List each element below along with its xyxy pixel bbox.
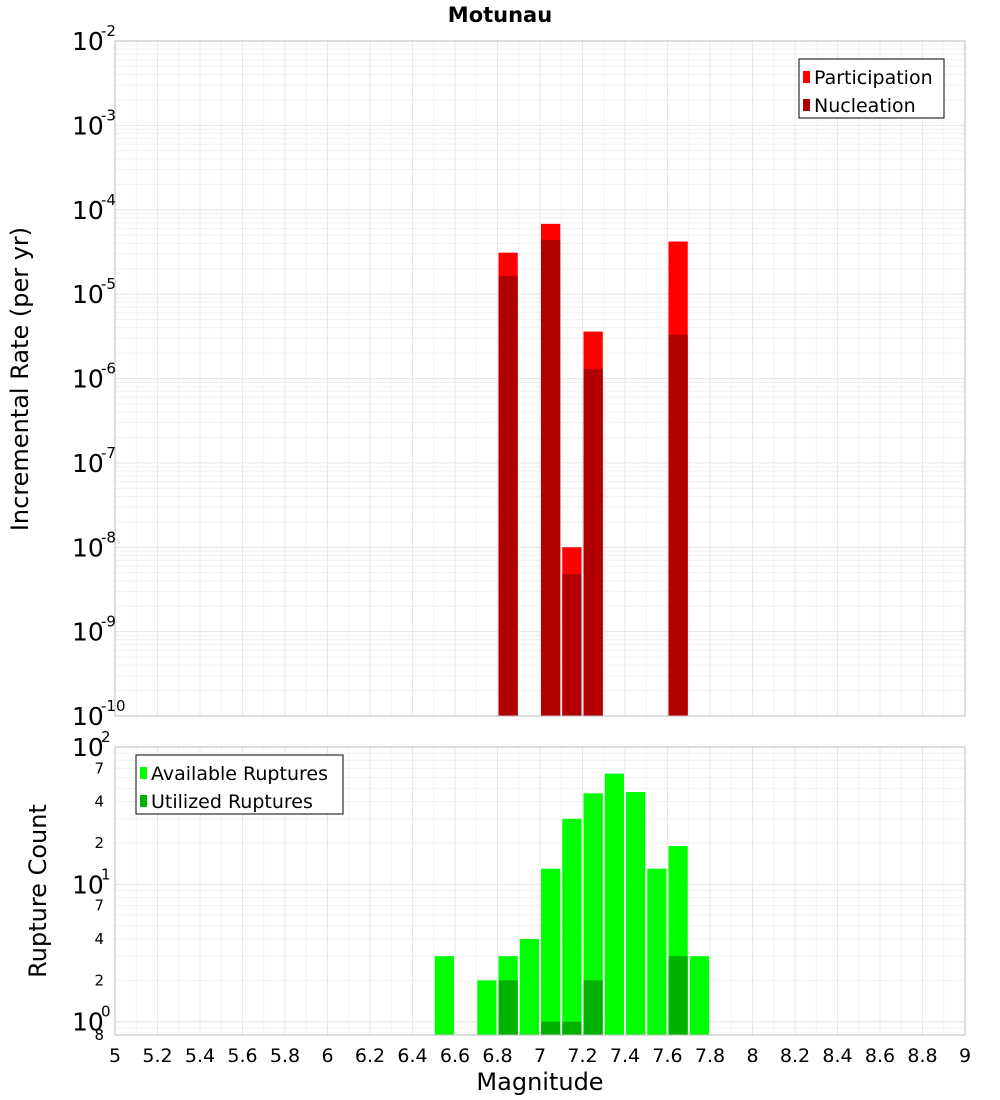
legend-swatch	[140, 767, 147, 779]
bar	[647, 868, 667, 1035]
series-1	[498, 239, 688, 716]
x-tick-label: 7.2	[567, 1045, 597, 1067]
bar	[604, 773, 624, 1035]
x-tick-label: 6.2	[355, 1045, 385, 1067]
bar	[583, 980, 603, 1035]
x-tick-label: 5.8	[270, 1045, 300, 1067]
x-tick-label: 8.8	[907, 1045, 937, 1067]
x-tick-label: 5.6	[227, 1045, 257, 1067]
bar	[498, 980, 518, 1035]
top-y-axis-title: Incremental Rate (per yr)	[6, 227, 34, 531]
x-tick-label: 7.6	[652, 1045, 682, 1067]
bar	[541, 239, 561, 716]
bar	[689, 956, 709, 1035]
y-tick-label: 10	[72, 111, 104, 140]
y-minor-tick-label: 2	[94, 834, 104, 852]
series-2	[541, 1021, 561, 1035]
plot-frame	[114, 746, 966, 1036]
y-tick-exponent: -5	[101, 275, 116, 293]
legend: Available Ruptures Utilized Ruptures	[135, 754, 344, 815]
legend-swatch	[803, 71, 810, 83]
y-tick-exponent: -2	[101, 22, 116, 40]
y-minor-tick-label: 7	[94, 759, 104, 777]
x-tick-label: 5.2	[142, 1045, 172, 1067]
legend-label: Nucleation	[814, 95, 916, 117]
y-minor-tick-label: 2	[94, 971, 104, 989]
bar	[519, 939, 539, 1035]
bottom-y-axis-title: Rupture Count	[24, 804, 52, 978]
x-tick-label: 8.6	[865, 1045, 895, 1067]
x-axis-title: Magnitude	[476, 1068, 603, 1096]
y-minor-tick-label: 7	[94, 897, 104, 915]
y-tick-label: 10	[72, 870, 104, 899]
bar	[541, 1021, 561, 1035]
bar	[562, 818, 582, 1035]
x-tick-label: 9	[959, 1045, 971, 1067]
y-minor-tick-label: 4	[94, 930, 104, 948]
y-tick-label: 10	[72, 196, 104, 225]
x-tick-label: 6.8	[482, 1045, 512, 1067]
legend-box	[798, 58, 945, 119]
legend-label: Available Ruptures	[151, 763, 328, 785]
y-tick-exponent: -7	[101, 444, 116, 462]
bar	[434, 956, 454, 1035]
legend-label: Utilized Ruptures	[151, 791, 313, 813]
top-panel: 10-210-310-410-510-610-710-810-910-10Par…	[72, 22, 966, 731]
legend: Participation Nucleation	[798, 58, 945, 119]
y-tick-label: 10	[72, 280, 104, 309]
x-tick-label: 6.4	[397, 1045, 427, 1067]
y-tick-exponent: -4	[101, 191, 116, 209]
x-tick-label: 6	[321, 1045, 333, 1067]
bar	[626, 792, 646, 1035]
series-1	[498, 956, 688, 1035]
y-tick-exponent: 1	[101, 865, 111, 883]
legend-swatch	[140, 795, 147, 807]
legend-swatch	[803, 99, 810, 111]
grid-lines	[114, 41, 966, 717]
x-tick-label: 8.4	[822, 1045, 852, 1067]
legend-label: Participation	[814, 67, 933, 89]
x-tick-label: 7.4	[610, 1045, 640, 1067]
y-tick-label: 10	[72, 27, 104, 56]
x-tick-label: 8	[746, 1045, 758, 1067]
y-tick-exponent: -8	[101, 528, 116, 546]
y-tick-exponent: -3	[101, 106, 116, 124]
x-tick-label: 8.2	[780, 1045, 810, 1067]
y-tick-exponent: -10	[101, 697, 126, 715]
bar	[562, 1021, 582, 1035]
y-tick-exponent: 2	[101, 728, 111, 746]
x-tick-label: 7.8	[695, 1045, 725, 1067]
x-tick-label: 5.4	[185, 1045, 215, 1067]
bar	[668, 956, 688, 1035]
y-tick-label: 10	[72, 1008, 104, 1037]
legend-box	[135, 754, 344, 815]
x-tick-label: 5	[109, 1045, 121, 1067]
y-tick-exponent: 0	[101, 1003, 111, 1021]
y-tick-label: 10	[72, 702, 104, 731]
bar	[541, 868, 561, 1035]
y-minor-tick-label: 8	[94, 1026, 104, 1044]
y-tick-label: 10	[72, 533, 104, 562]
bar	[498, 275, 518, 716]
plot-frame	[114, 40, 966, 717]
bar	[477, 980, 497, 1035]
x-tick-label: 6.6	[440, 1045, 470, 1067]
y-tick-label: 10	[72, 449, 104, 478]
y-tick-exponent: -9	[101, 613, 116, 631]
y-tick-label: 10	[72, 365, 104, 394]
y-tick-label: 10	[72, 618, 104, 647]
bar	[668, 334, 688, 716]
y-tick-label: 10	[72, 733, 104, 762]
bar	[583, 793, 603, 1035]
bar	[583, 368, 603, 716]
bar	[562, 574, 582, 716]
y-minor-tick-label: 4	[94, 793, 104, 811]
y-tick-exponent: -6	[101, 360, 116, 378]
x-tick-label: 7	[534, 1045, 546, 1067]
chart-title: Motunau	[448, 3, 552, 27]
